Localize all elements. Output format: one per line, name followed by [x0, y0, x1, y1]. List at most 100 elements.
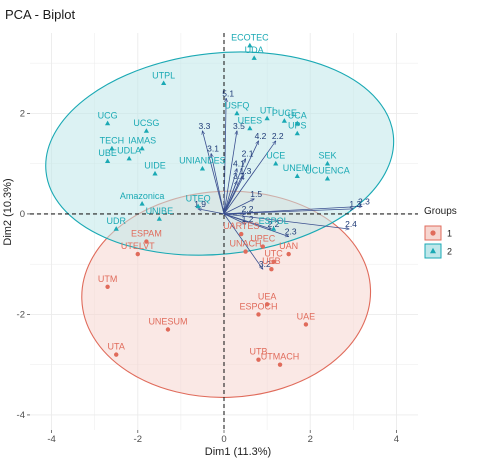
- point-label: UNIANDES: [179, 156, 226, 166]
- point-label: ESPAM: [131, 229, 162, 239]
- point-label: UPEC: [250, 234, 276, 244]
- point-marker-group-1: [256, 312, 261, 317]
- point-marker-group-2: [324, 160, 331, 166]
- point-marker-group-2: [251, 55, 257, 60]
- point-label: UAE: [297, 311, 316, 321]
- variable-arrow: [202, 131, 225, 215]
- point-label: TECH: [100, 136, 125, 146]
- point-marker-group-1: [239, 231, 244, 237]
- point-label: UIDE: [144, 161, 166, 171]
- point-label: UDLA: [117, 146, 141, 156]
- axis-ticks: -4 -2 0 2 4 -4 -2 0 2: [17, 108, 400, 445]
- variable-label: 3.1: [207, 144, 219, 154]
- point-label: UCG: [98, 110, 118, 120]
- point-marker-group-1: [135, 251, 140, 257]
- variable-label: 4.1: [233, 159, 245, 169]
- variable-label: 2.3: [285, 227, 297, 237]
- point-label: UTM: [98, 274, 118, 284]
- group-ellipses: [45, 51, 395, 398]
- x-tick-label: 0: [221, 434, 226, 445]
- point-label: UEA: [258, 291, 277, 301]
- point-marker-group-2: [281, 118, 287, 123]
- point-label: ESPOCH: [239, 301, 277, 311]
- variable-label: 5.1: [222, 88, 234, 98]
- point-marker-group-1: [264, 302, 270, 307]
- x-tick-label: 2: [308, 434, 313, 445]
- point-label: UAN: [279, 241, 298, 251]
- point-label: ESPOL: [259, 216, 289, 226]
- point-label: PUCE: [272, 108, 297, 118]
- variable-arrow: [223, 181, 237, 215]
- variable-label: 1.3: [239, 166, 251, 176]
- variable-label: 2.4: [345, 219, 357, 229]
- confidence-ellipse-group-2: [45, 51, 395, 256]
- point-label: USFQ: [224, 100, 249, 110]
- variable-arrow: [223, 209, 353, 215]
- legend: Groups 1 2: [424, 206, 457, 259]
- point-marker-group-2: [126, 155, 132, 161]
- legend-title: Groups: [424, 206, 457, 217]
- point-label: UNACH: [230, 239, 262, 249]
- y-tick-label: -2: [17, 309, 25, 320]
- point-label: UTC: [264, 249, 283, 259]
- point-marker-group-2: [105, 120, 111, 126]
- point-marker-group-2: [294, 130, 300, 136]
- variable-arrow: [223, 131, 237, 214]
- point-label: SEK: [318, 151, 336, 161]
- point-label: UTB: [249, 347, 267, 357]
- point-marker-group-2: [234, 110, 240, 116]
- point-marker-group-2: [143, 128, 149, 133]
- variable-label: 4.2: [255, 131, 267, 141]
- point-marker-group-2: [324, 175, 331, 181]
- variable-label: 3.2: [233, 171, 245, 181]
- point-marker-group-1: [269, 266, 274, 272]
- variable-label: 2.2: [242, 204, 254, 214]
- variable-label: 1.5: [250, 189, 262, 199]
- variable-arrow: [198, 209, 225, 215]
- point-label: UTMACH: [261, 352, 300, 362]
- point-marker-group-2: [264, 115, 270, 121]
- legend-marker-circle: [430, 230, 436, 236]
- point-label: UBE: [98, 148, 117, 158]
- variable-arrow: [223, 176, 243, 215]
- x-tick-label: -2: [134, 434, 142, 445]
- variable-arrow: [223, 169, 237, 215]
- point-label: UCE: [266, 151, 285, 161]
- point-marker-group-1: [105, 284, 110, 289]
- point-marker-group-2: [152, 170, 158, 176]
- variable-arrow: [223, 213, 349, 229]
- variable-arrow: [223, 141, 276, 215]
- variable-label: 3.5: [233, 121, 245, 131]
- legend-label-group-1: 1: [447, 229, 452, 239]
- legend-label-group-2: 2: [447, 247, 452, 257]
- point-label: ECOTEC: [231, 33, 269, 43]
- point-label: UCSG: [133, 118, 159, 128]
- variable-arrows: 5.13.3 3.54.2 2.23.12.11.52.21.22.32.22.31…: [194, 88, 370, 269]
- variable-label: 2.2: [268, 219, 280, 229]
- variable-label: 1.3: [349, 199, 361, 209]
- point-marker-group-1: [286, 251, 291, 257]
- point-marker-group-2: [294, 173, 300, 179]
- point-label: UEB: [262, 256, 281, 266]
- y-axis-title: Dim2 (10.3%): [2, 178, 14, 245]
- point-label: IAMAS: [128, 136, 156, 146]
- point-marker-group-2: [139, 201, 145, 206]
- y-tick-label: 0: [20, 209, 25, 220]
- y-tick-label: -4: [17, 410, 25, 421]
- point-label: UTEQ: [186, 193, 211, 203]
- point-label: UTA: [108, 342, 125, 352]
- point-marker-group-2: [139, 145, 145, 151]
- point-label: UTELVT: [121, 241, 155, 251]
- point-marker-group-2: [247, 125, 253, 131]
- point-marker-group-1: [114, 352, 119, 357]
- x-axis-title: Dim1 (11.3%): [205, 446, 271, 458]
- variable-arrow: [211, 154, 225, 214]
- point-label: UEES: [238, 115, 263, 125]
- point-marker-group-1: [277, 362, 283, 367]
- point-label: UDA: [245, 45, 264, 55]
- point-label: UCUENCA: [305, 166, 350, 176]
- point-label: UNIBE: [146, 206, 174, 216]
- point-label: UTPL: [152, 70, 175, 80]
- point-marker-group-1: [271, 259, 276, 264]
